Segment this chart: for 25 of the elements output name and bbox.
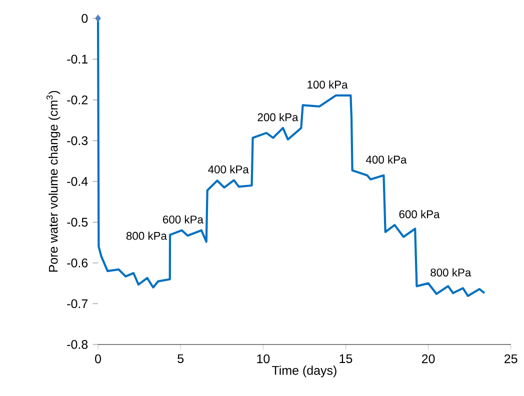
x-axis-title: Time (days) (272, 366, 336, 378)
y-tick-label: -0.3 (67, 136, 88, 146)
annotation: 400 kPa (208, 165, 249, 174)
x-tick-label: 5 (178, 354, 184, 364)
x-tick-label: 20 (422, 354, 435, 364)
annotation: 200 kPa (258, 113, 298, 122)
y-tick-label: -0.7 (67, 299, 88, 308)
y-tick-label: -0.1 (67, 54, 88, 64)
annotation: 600 kPa (163, 215, 204, 224)
x-tick-label: 25 (504, 354, 518, 364)
annotation: 400 kPa (366, 156, 407, 164)
x-tick-label: 0 (95, 354, 102, 364)
annotation: 600 kPa (399, 210, 440, 218)
annotation: 800 kPa (430, 268, 472, 277)
y-tick-label: -0.5 (67, 218, 88, 227)
y-tick-label: -0.4 (67, 177, 88, 186)
y-tick-label: -0.6 (67, 258, 88, 268)
y-tick-label: -0.8 (67, 340, 88, 350)
annotation: 800 kPa (126, 232, 167, 240)
x-tick-label: 10 (257, 354, 270, 364)
annotation: 100 kPa (308, 80, 348, 89)
y-tick-label: 0 (82, 14, 88, 23)
y-axis-title: Pore water volume change (cm$^{3}$) (46, 91, 60, 272)
y-tick-label: -0.2 (67, 96, 88, 104)
x-tick-label: 15 (340, 354, 352, 364)
